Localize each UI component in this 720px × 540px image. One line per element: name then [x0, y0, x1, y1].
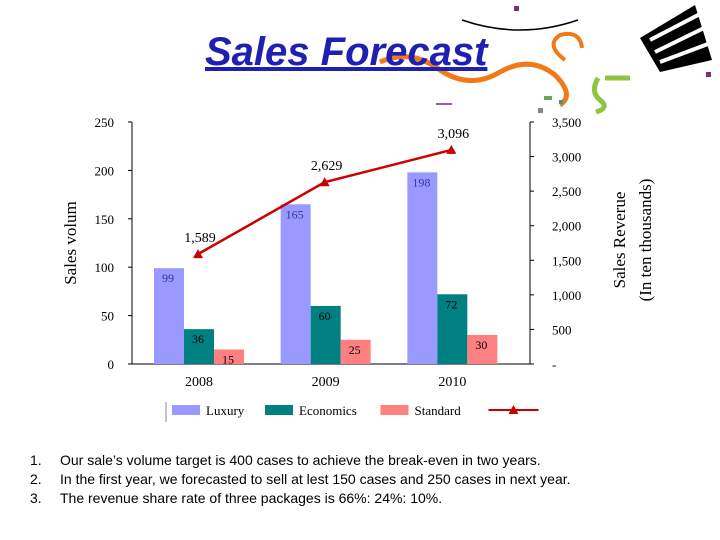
bar-value-label: 72 [445, 297, 457, 311]
y-tick-label-right: 2,000 [552, 219, 581, 234]
note-text: The revenue share rate of three packages… [60, 490, 443, 506]
legend-label: Economics [299, 403, 357, 418]
bar-economics [437, 294, 468, 364]
revenue-marker [319, 177, 330, 187]
legend-line-marker [508, 405, 519, 414]
bars [154, 172, 498, 364]
bar-value-label: 198 [412, 175, 430, 189]
bar-value-label: 60 [319, 309, 331, 323]
y-tick-label-right: - [552, 357, 556, 372]
bar-standard [467, 334, 498, 364]
decor-dot-gray [538, 108, 543, 113]
decor-stripes [640, 5, 712, 72]
y-tick-label-left: 50 [101, 309, 114, 324]
bar-value-label: 15 [222, 352, 234, 366]
decor-zigzag-orange [378, 54, 569, 108]
notes-list: 1. Our sale’s volume target is 400 cases … [30, 452, 710, 509]
bar-value-label: 36 [192, 332, 204, 346]
revenue-marker [446, 144, 457, 154]
bar-luxury [154, 268, 184, 364]
y-tick-label-left: 150 [95, 212, 115, 227]
decor-dot-green [559, 100, 563, 104]
bar-standard [214, 349, 244, 364]
y-tick-label-right: 2,500 [552, 184, 581, 199]
decor-dot [514, 6, 519, 11]
decor-bar-green [544, 96, 552, 100]
decorations [378, 5, 712, 115]
bar-value-label: 30 [475, 338, 487, 352]
legend-label: Luxury [206, 403, 245, 418]
legend-label: Standard [415, 403, 462, 418]
x-tick-label: 2008 [185, 375, 213, 390]
x-tick-label: 2009 [312, 375, 340, 390]
decor-curl-orange [551, 31, 584, 62]
note-number: 3. [30, 490, 42, 506]
decor-arc [461, 19, 579, 31]
y-tick-label-right: 500 [552, 322, 572, 337]
y-tick-label-right: 1,500 [552, 253, 581, 268]
bar-economics [184, 329, 214, 364]
revenue-value-label: 3,096 [438, 127, 470, 142]
bar-value-label: 25 [349, 343, 361, 357]
decor-dot-right [706, 72, 711, 77]
y-tick-label-left: 100 [95, 260, 115, 275]
y-tick-label-right: 3,000 [552, 150, 581, 165]
y-tick-label-left: 250 [95, 115, 115, 130]
y-tick-label-left: 0 [108, 357, 115, 372]
note-item: 1. Our sale’s volume target is 400 cases … [30, 452, 710, 471]
revenue-value-label: 1,589 [184, 231, 216, 246]
x-tick-label: 2010 [438, 375, 466, 390]
note-text: In the first year, we forecasted to sell… [60, 471, 571, 487]
bar-luxury [407, 172, 438, 364]
bar-luxury [280, 204, 311, 364]
revenue-value-label: 2,629 [311, 159, 343, 174]
y-tick-label-right: 1,000 [552, 288, 581, 303]
revenue-marker [193, 249, 203, 259]
note-number: 1. [30, 452, 42, 468]
decor-stripes-lines [649, 12, 709, 64]
y2-axis-title-line: Sales Reverue [610, 192, 629, 289]
y-tick-label-left: 200 [95, 163, 115, 178]
note-text: Our sale’s volume target is 400 cases to… [60, 452, 541, 468]
legend-swatch [172, 405, 200, 415]
bar-value-label: 99 [162, 271, 174, 285]
data-labels: 99 36 15 165 60 25 198 72 30 1,589 2,629 3,096 [162, 127, 487, 367]
bar-standard [340, 339, 371, 364]
legend-swatch [265, 405, 293, 415]
page-title: Sales Forecast [205, 30, 488, 74]
legend: Luxury Economics Standard [165, 402, 539, 422]
axes: 0 50 100 150 200 250 - 500 1,000 1,500 2,000 2,500 3… [61, 115, 655, 390]
bar-economics [310, 305, 341, 364]
y-axis-title: Sales volum [61, 201, 80, 285]
y-tick-label-right: 3,500 [552, 115, 581, 130]
legend-swatch [380, 405, 409, 415]
bar-value-label: 165 [286, 207, 304, 221]
decor-swirl-green [592, 75, 630, 115]
revenue-line [193, 144, 457, 259]
note-item: 2. In the first year, we forecasted to se… [30, 471, 710, 490]
note-number: 2. [30, 471, 42, 487]
y2-axis-title-line: (In ten thousands) [636, 179, 655, 302]
note-item: 3. The revenue share rate of three packag… [30, 490, 710, 509]
